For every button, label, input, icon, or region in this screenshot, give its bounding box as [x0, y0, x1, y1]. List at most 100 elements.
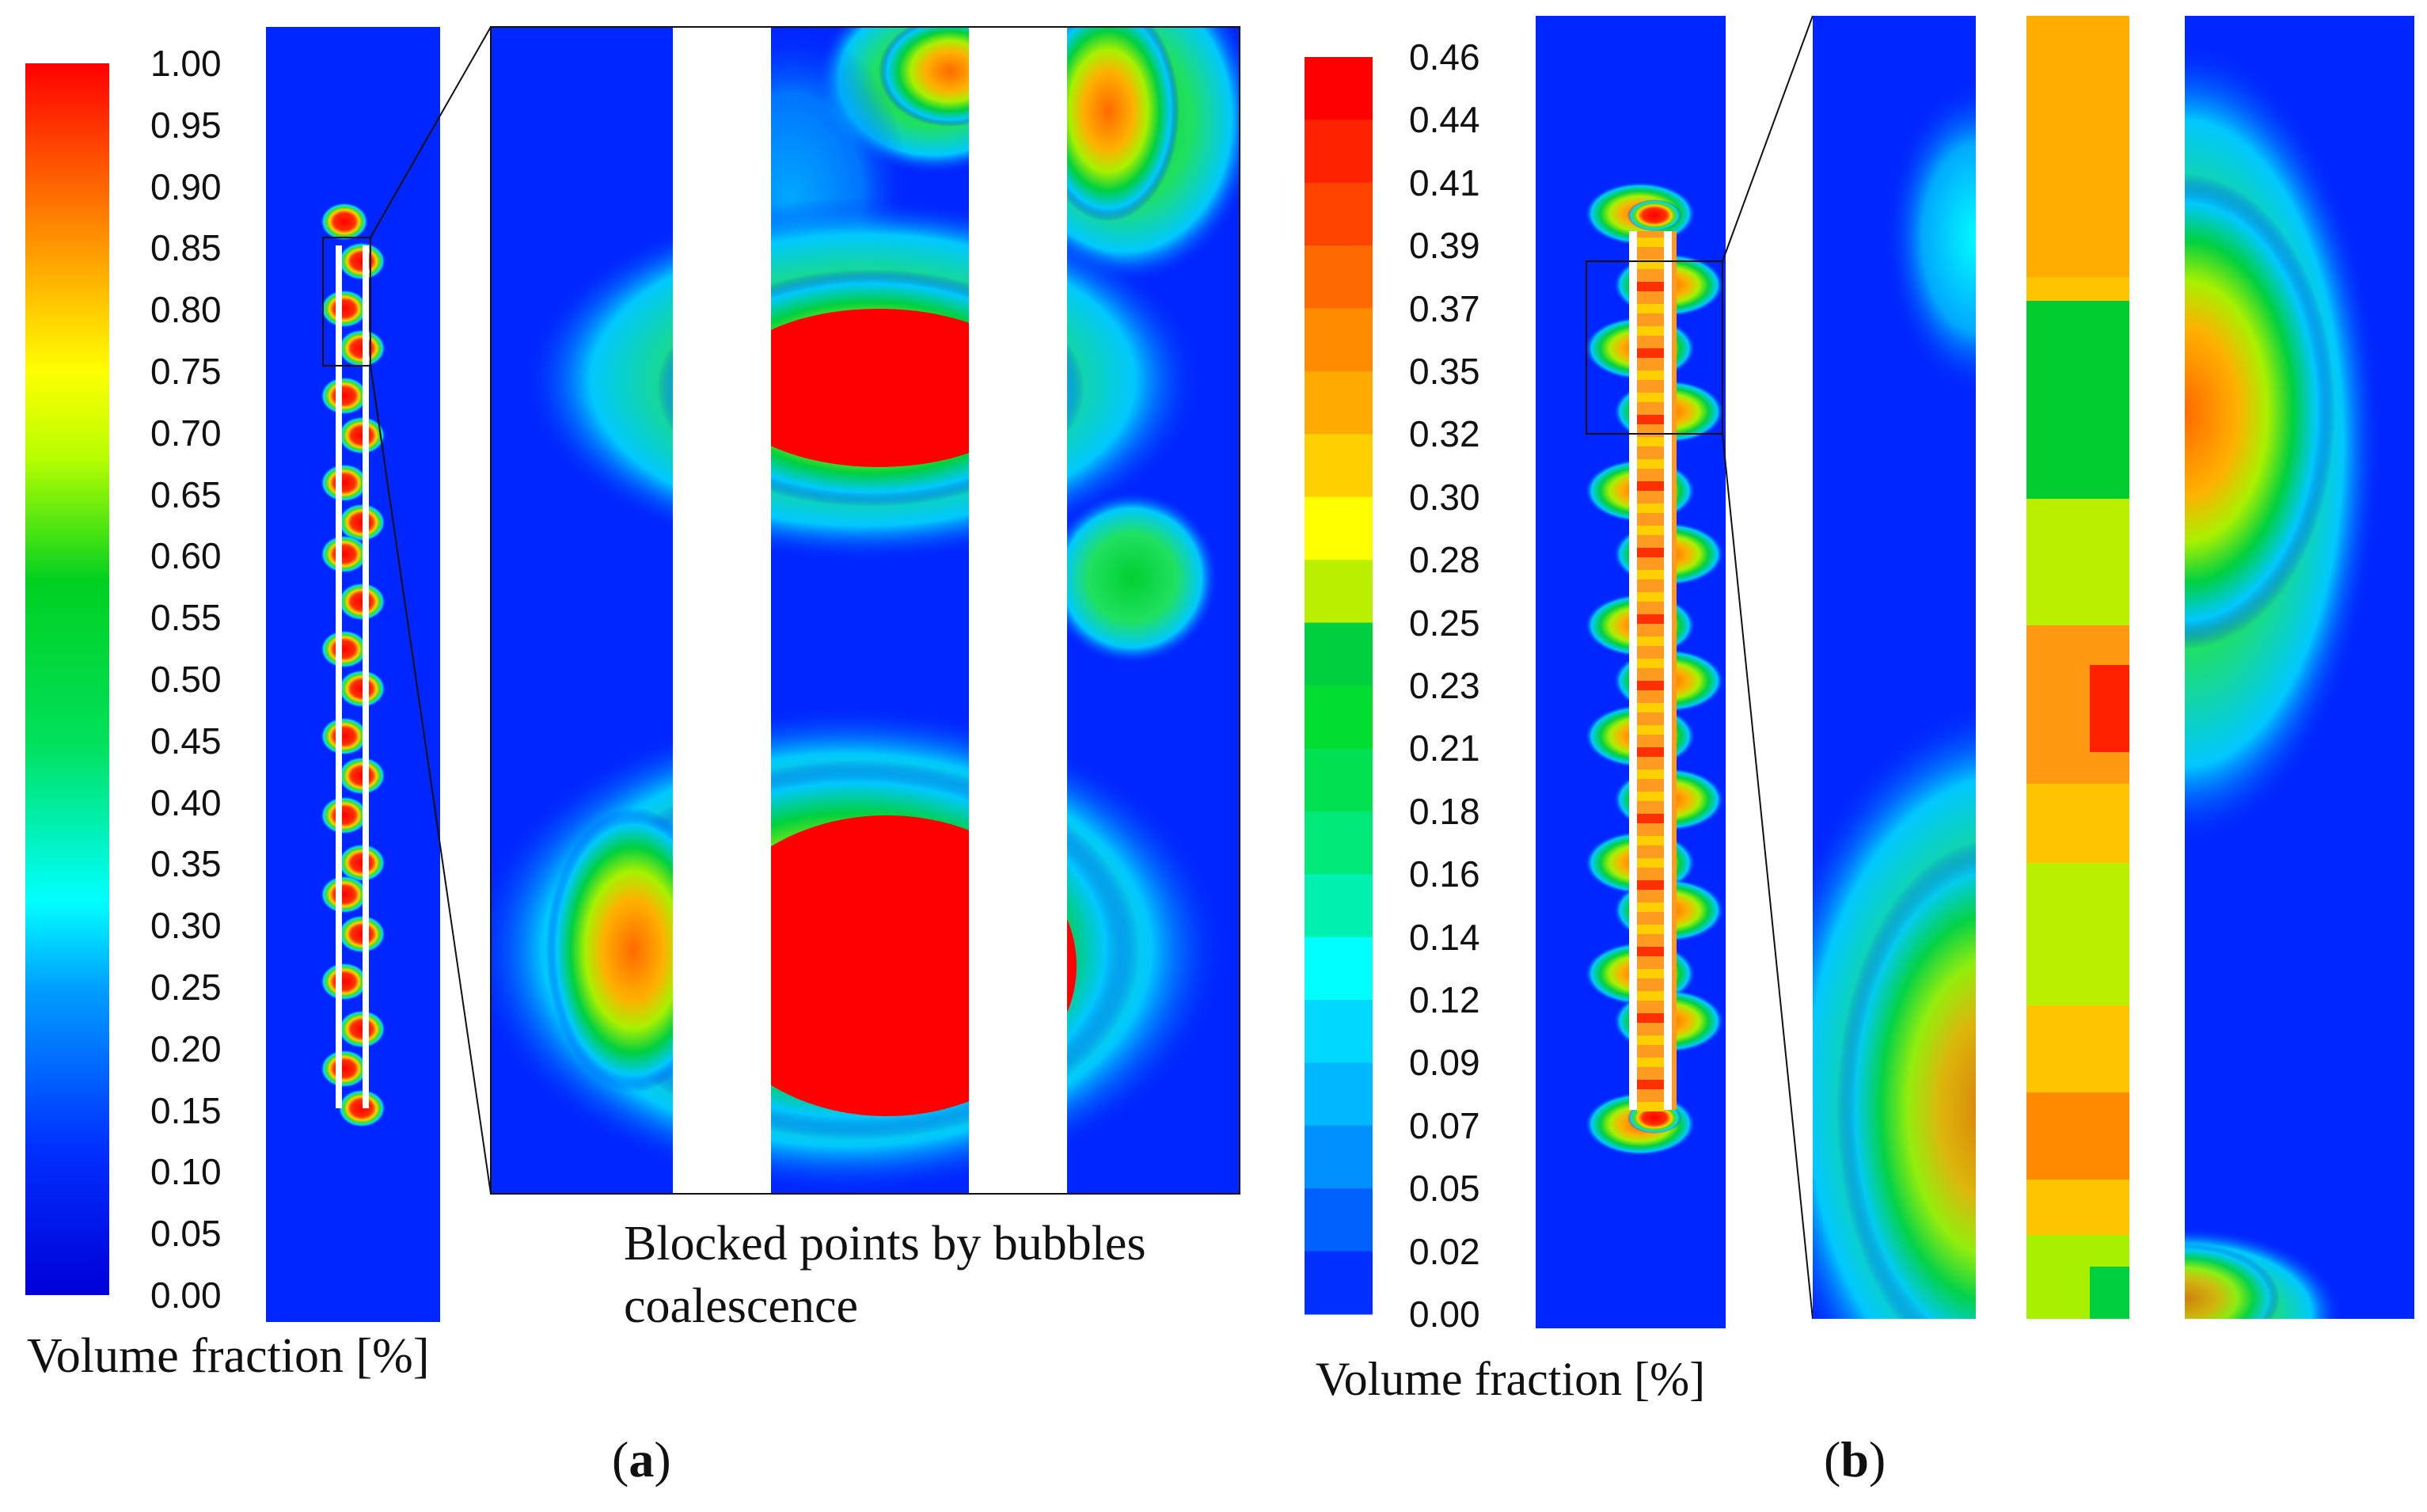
- colorbar-b-tick-label: 0.30: [1409, 476, 1480, 518]
- zoom-b-middle: [2026, 16, 2129, 1319]
- colorbar-b-band: [1305, 245, 1373, 310]
- inset-box-a: [322, 237, 371, 367]
- colorbar-b-tick-label: 0.12: [1409, 979, 1480, 1020]
- colorbar-a-title: Volume fraction [%]: [27, 1329, 430, 1383]
- panel-label-b-close: ): [1868, 1431, 1886, 1487]
- colorbar-b-tick-label: 0.18: [1409, 790, 1480, 832]
- channel-b-stripe: [1637, 614, 1664, 624]
- colorbar-b-band: [1305, 120, 1373, 184]
- colorbar-a-tick-label: 0.20: [150, 1028, 222, 1069]
- annotation-a: Blocked points by bubbles coalescence: [624, 1213, 1146, 1339]
- colorbar-b-band: [1305, 371, 1373, 435]
- bubble-a: [338, 416, 386, 454]
- colorbar-b-band: [1305, 1062, 1373, 1126]
- bubble-a: [321, 963, 368, 1001]
- channel-b-stripe: [1637, 526, 1664, 535]
- channel-b-stripe: [1637, 592, 1664, 602]
- colorbar-a-tick-label: 0.45: [150, 720, 222, 762]
- bubble-a: [321, 717, 368, 755]
- colorbar-a-tick-label: 0.95: [150, 104, 222, 146]
- colorbar-b-band: [1305, 57, 1373, 120]
- bubble-a: [338, 242, 386, 280]
- channel-a-right: [363, 245, 369, 1108]
- channel-b-stripe: [1637, 814, 1664, 823]
- bubble-a: [338, 844, 386, 882]
- channel-b-stripe: [1637, 503, 1664, 513]
- channel-b-stripe: [1637, 570, 1664, 579]
- channel-b-stripe: [1637, 947, 1664, 956]
- bubble-a: [321, 630, 368, 668]
- field-a: [266, 27, 440, 1322]
- colorbar-a-tick-label: 0.90: [150, 165, 222, 207]
- colorbar-a-tick-label: 0.00: [150, 1275, 222, 1316]
- colorbar-a-tick-label: 0.55: [150, 597, 222, 639]
- colorbar-b-tick-label: 0.41: [1409, 161, 1480, 203]
- colorbar-b-band: [1305, 748, 1373, 812]
- colorbar-b-tick-label: 0.02: [1409, 1230, 1480, 1272]
- annotation-a-line2: coalescence: [624, 1279, 858, 1334]
- zoom-a: [491, 27, 1240, 1194]
- channel-b-stripe: [1637, 481, 1664, 491]
- channel-b-stripe: [1637, 459, 1664, 469]
- colorbar-b-band: [1305, 686, 1373, 749]
- annotation-a-line1: Blocked points by bubbles: [624, 1217, 1146, 1271]
- colorbar-b-band: [1305, 1125, 1373, 1189]
- bubble-a: [338, 757, 386, 795]
- colorbar-b-band: [1305, 1251, 1373, 1315]
- colorbar-a-tick-label: 0.85: [150, 227, 222, 269]
- colorbar-a-tick-label: 1.00: [150, 43, 222, 84]
- colorbar-b-tick-label: 0.32: [1409, 413, 1480, 455]
- leader-b-top: [1722, 15, 1814, 262]
- bubble-a: [338, 1089, 386, 1127]
- colorbar-b-tick-label: 0.14: [1409, 916, 1480, 958]
- channel-b-stripe: [1637, 415, 1664, 424]
- channel-b-stripe: [1637, 636, 1664, 646]
- panel-label-a-close: ): [654, 1431, 671, 1487]
- channel-b-stripe: [1637, 548, 1664, 557]
- colorbar-a-tick-label: 0.50: [150, 659, 222, 700]
- colorbar-b-band: [1305, 622, 1373, 686]
- colorbar-a-tick-label: 0.10: [150, 1151, 222, 1193]
- colorbar-b-band: [1305, 1000, 1373, 1063]
- channel-b-stripe: [1637, 282, 1664, 291]
- panel-label-a-letter: a: [629, 1431, 655, 1487]
- channel-b-stripe: [1637, 792, 1664, 801]
- channel-b-stripe: [1637, 1058, 1664, 1067]
- channel-b-stripe: [1637, 659, 1664, 668]
- colorbar-a-tick-label: 0.15: [150, 1089, 222, 1131]
- channel-b-stripe: [1637, 991, 1664, 1001]
- colorbar-b-band: [1305, 874, 1373, 938]
- colorbar-b-band: [1305, 182, 1373, 246]
- colorbar-b: [1305, 57, 1373, 1315]
- colorbar-a: [25, 63, 109, 1295]
- colorbar-b-tick-label: 0.37: [1409, 287, 1480, 329]
- leader-b-bottom: [1722, 433, 1814, 1320]
- colorbar-a-tick-label: 0.25: [150, 967, 222, 1008]
- channel-a-left: [336, 245, 342, 1108]
- field-b: [1536, 16, 1726, 1328]
- colorbar-b-tick-label: 0.23: [1409, 665, 1480, 706]
- channel-b-stripe: [1637, 747, 1664, 757]
- colorbar-a-tick-label: 0.40: [150, 781, 222, 823]
- colorbar-a-tick-label: 0.05: [150, 1213, 222, 1255]
- colorbar-a-tick-label: 0.30: [150, 905, 222, 947]
- panel-label-b: (b): [1824, 1434, 1886, 1485]
- channel-b-stripe: [1637, 370, 1664, 380]
- colorbar-b-tick-label: 0.07: [1409, 1104, 1480, 1146]
- colorbar-a-tick-label: 0.80: [150, 289, 222, 331]
- bubble-a: [338, 503, 386, 541]
- channel-b-stripe: [1637, 836, 1664, 845]
- colorbar-b-band: [1305, 560, 1373, 624]
- channel-b-stripe: [1637, 769, 1664, 779]
- channel-b-stripe: [1637, 703, 1664, 712]
- panel-label-b-open: (: [1824, 1431, 1841, 1487]
- colorbar-b-tick-label: 0.25: [1409, 602, 1480, 644]
- channel-b-stripe: [1637, 725, 1664, 735]
- zoom-a-channel-right: [969, 27, 1067, 1194]
- channel-b-stripe: [1637, 858, 1664, 868]
- bubble-a: [321, 203, 368, 241]
- colorbar-a-tick-label: 0.70: [150, 412, 222, 454]
- colorbar-b-tick-label: 0.39: [1409, 225, 1480, 267]
- channel-b-stripe: [1637, 969, 1664, 978]
